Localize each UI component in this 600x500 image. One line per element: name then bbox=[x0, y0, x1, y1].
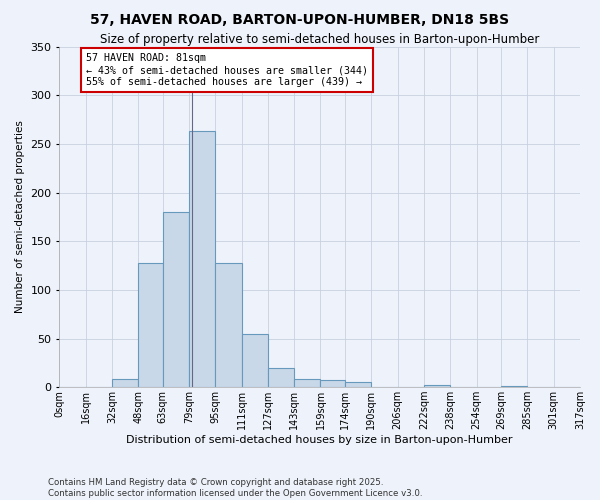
Text: 57 HAVEN ROAD: 81sqm
← 43% of semi-detached houses are smaller (344)
55% of semi: 57 HAVEN ROAD: 81sqm ← 43% of semi-detac… bbox=[86, 54, 368, 86]
Bar bbox=[215, 262, 242, 387]
Bar bbox=[501, 386, 527, 387]
Bar bbox=[138, 262, 163, 387]
Bar bbox=[345, 382, 371, 387]
Y-axis label: Number of semi-detached properties: Number of semi-detached properties bbox=[15, 120, 25, 314]
Bar bbox=[163, 212, 189, 387]
Bar bbox=[320, 380, 345, 387]
Bar bbox=[268, 368, 294, 387]
Bar bbox=[294, 380, 320, 387]
Bar bbox=[424, 385, 450, 387]
Bar bbox=[242, 334, 268, 387]
Title: Size of property relative to semi-detached houses in Barton-upon-Humber: Size of property relative to semi-detach… bbox=[100, 32, 539, 46]
Text: 57, HAVEN ROAD, BARTON-UPON-HUMBER, DN18 5BS: 57, HAVEN ROAD, BARTON-UPON-HUMBER, DN18… bbox=[91, 12, 509, 26]
Bar bbox=[112, 380, 138, 387]
X-axis label: Distribution of semi-detached houses by size in Barton-upon-Humber: Distribution of semi-detached houses by … bbox=[127, 435, 513, 445]
Text: Contains HM Land Registry data © Crown copyright and database right 2025.
Contai: Contains HM Land Registry data © Crown c… bbox=[48, 478, 422, 498]
Bar bbox=[189, 132, 215, 387]
